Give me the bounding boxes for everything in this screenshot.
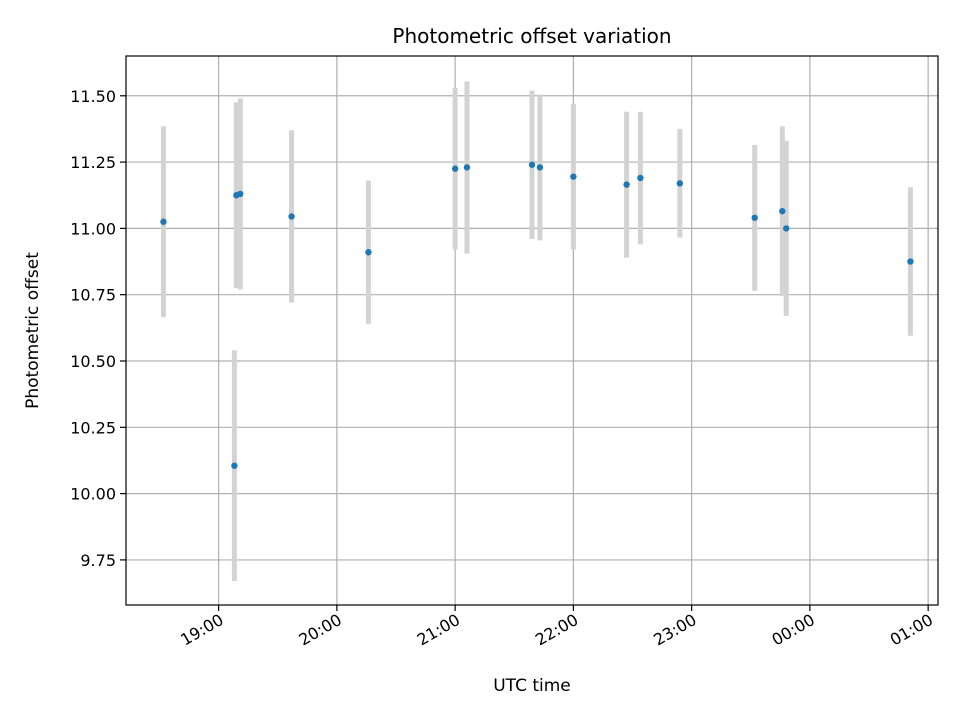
data-point — [751, 214, 758, 221]
data-point — [536, 164, 544, 171]
x-tick-label: 01:00 — [887, 610, 936, 650]
data-point — [783, 225, 790, 232]
chart-title: Photometric offset variation — [392, 24, 671, 48]
y-tick-label: 10.50 — [70, 352, 116, 371]
error-bars — [160, 81, 913, 582]
x-axis-label: UTC time — [493, 676, 571, 696]
data-point — [288, 213, 295, 220]
y-tick-label: 11.50 — [70, 87, 116, 106]
y-tick-label: 10.00 — [70, 485, 116, 504]
x-tick-label: 23:00 — [650, 610, 699, 650]
data-points — [160, 161, 914, 469]
x-tick-label: 21:00 — [414, 610, 463, 650]
data-point — [463, 164, 471, 171]
data-point — [231, 462, 238, 469]
x-tick-label: 20:00 — [295, 610, 344, 650]
data-point — [907, 258, 914, 265]
y-tick-label: 10.75 — [70, 286, 116, 305]
x-tick-label: 19:00 — [177, 610, 226, 650]
data-point — [637, 174, 644, 182]
y-axis-label: Photometric offset — [23, 252, 43, 409]
data-point — [451, 165, 459, 172]
y-tick-label: 10.25 — [70, 418, 116, 437]
axis-ticks: 19:00 20:00 21:00 22:00 23:00 00:00 01:00 9.75 1… — [70, 87, 936, 650]
x-tick-label: 22:00 — [532, 610, 581, 650]
data-point — [160, 218, 167, 225]
x-tick-label: 00:00 — [768, 610, 817, 650]
data-point — [623, 181, 630, 188]
plot-area — [125, 55, 939, 606]
y-tick-label: 9.75 — [80, 551, 116, 570]
data-point — [570, 173, 577, 180]
y-tick-label: 11.25 — [70, 153, 116, 172]
data-point — [237, 190, 244, 198]
y-tick-label: 11.00 — [70, 219, 116, 238]
data-point — [676, 180, 684, 187]
data-point — [528, 161, 536, 168]
data-point — [779, 207, 786, 215]
data-point — [365, 249, 372, 256]
